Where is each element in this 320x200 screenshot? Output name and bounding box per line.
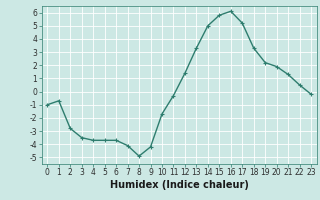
X-axis label: Humidex (Indice chaleur): Humidex (Indice chaleur) [110,180,249,190]
